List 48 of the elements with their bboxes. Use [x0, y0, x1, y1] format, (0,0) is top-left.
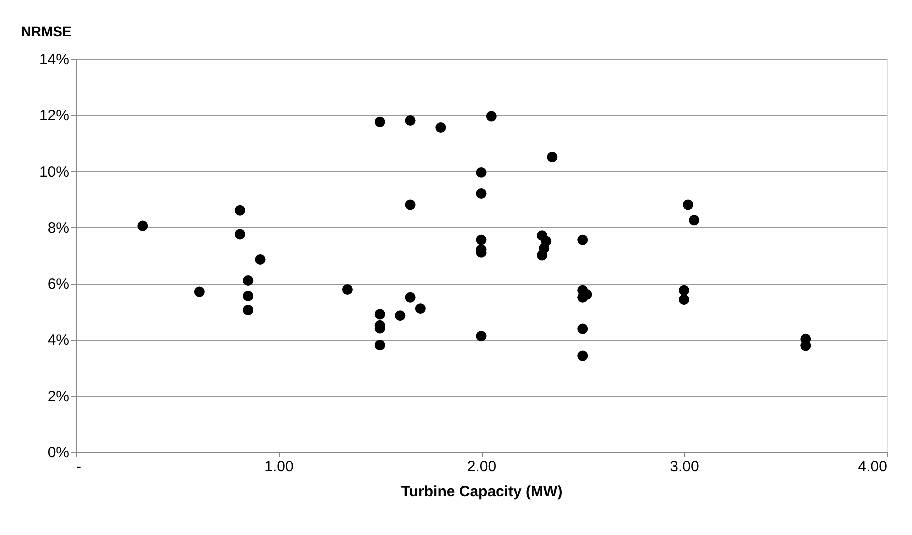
point: [436, 122, 446, 134]
y-tick-label: 4%: [48, 332, 70, 350]
point: [405, 292, 416, 303]
point: [679, 285, 690, 296]
point: [405, 116, 416, 126]
point: [255, 254, 266, 265]
point: [342, 284, 353, 295]
point: [243, 290, 254, 302]
point: [374, 340, 386, 351]
point: [234, 229, 246, 240]
point: [476, 167, 487, 178]
point: [800, 340, 812, 352]
point: [476, 234, 487, 246]
point: [374, 116, 386, 128]
x-tick-label: -: [76, 458, 82, 476]
point: [476, 331, 487, 342]
point: [374, 309, 386, 320]
point: [578, 324, 588, 334]
point: [689, 215, 700, 226]
x-axis-title: Turbine Capacity (MW): [401, 484, 563, 500]
point: [683, 200, 694, 210]
point: [243, 276, 254, 286]
y-tick-label: 12%: [39, 108, 70, 125]
y-tick-label: 0%: [48, 444, 70, 462]
point: [547, 152, 558, 162]
point: [578, 234, 588, 246]
x-tick-label: 3.00: [670, 458, 700, 476]
point: [486, 111, 497, 122]
point: [578, 350, 588, 362]
point: [405, 200, 416, 210]
y-tick-label: 10%: [39, 164, 70, 181]
y-axis-title: NRMSE: [21, 24, 72, 40]
point: [415, 304, 426, 314]
x-tick-label: 2.00: [467, 458, 497, 476]
point: [194, 286, 205, 298]
point: [476, 188, 487, 199]
point: [234, 205, 246, 216]
point: [679, 294, 690, 306]
point: [243, 305, 254, 316]
point: [537, 250, 548, 261]
point: [138, 220, 148, 232]
x-tick-label: 4.00: [858, 458, 888, 476]
y-tick-label: 8%: [48, 220, 70, 237]
point: [395, 310, 406, 322]
y-tick-label: 14%: [39, 52, 70, 68]
y-tick-label: 2%: [48, 388, 70, 406]
y-tick-label: 6%: [48, 276, 70, 294]
x-tick-label: 1.00: [264, 458, 294, 476]
